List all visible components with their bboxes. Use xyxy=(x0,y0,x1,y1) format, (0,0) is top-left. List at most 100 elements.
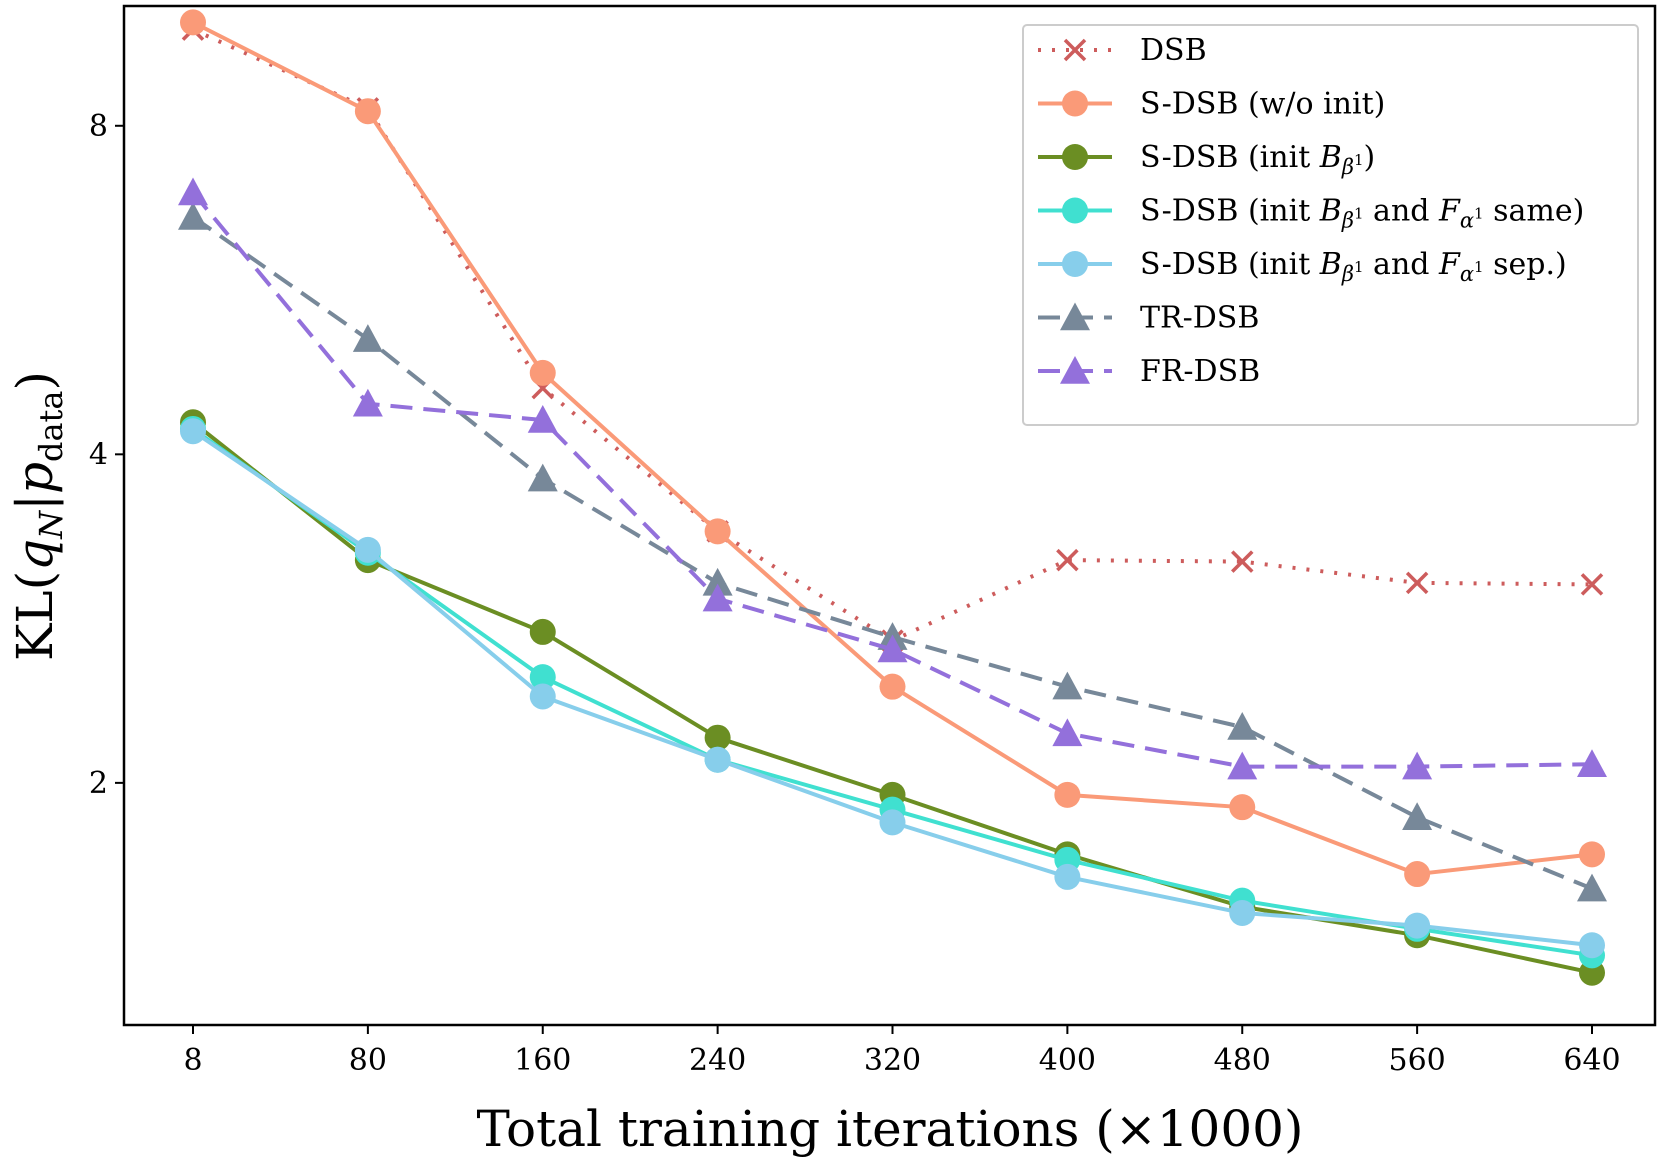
legend-label-4: S-DSB (init Bβ1 and Fα1 sep.) xyxy=(1140,247,1567,286)
y-axis-title-close: ) xyxy=(6,371,64,391)
x-tick-label-320: 320 xyxy=(864,1043,921,1078)
x-tick-label-240: 240 xyxy=(689,1043,746,1078)
legend-label-2-suffix: ) xyxy=(1364,140,1376,175)
series-6-point-4 xyxy=(877,634,908,663)
legend-label-4-suffix: sep.) xyxy=(1484,247,1567,282)
series-1-point-1 xyxy=(354,98,381,125)
series-layer xyxy=(178,9,1607,986)
legend-label-3-text: S-DSB (init xyxy=(1140,194,1320,229)
legend-entry-4: S-DSB (init Bβ1 and Fα1 sep.) xyxy=(1038,247,1567,286)
series-0-point-8 xyxy=(1580,573,1604,596)
legend-label-3-alpha-sup: 1 xyxy=(1474,205,1484,223)
series-6-point-7 xyxy=(1402,751,1433,780)
legend-label-4-alpha: α xyxy=(1460,262,1474,286)
legend-label-4-beta: β xyxy=(1341,262,1354,286)
series-5-point-0 xyxy=(178,201,208,230)
x-tick-label-480: 480 xyxy=(1214,1043,1271,1078)
legend-label-5: TR-DSB xyxy=(1140,301,1259,336)
y-axis-title-q: q xyxy=(6,539,64,571)
legend-label-0: DSB xyxy=(1140,33,1207,68)
series-4-point-0 xyxy=(180,418,206,445)
legend-label-3-beta: β xyxy=(1341,209,1354,233)
series-5-point-8 xyxy=(1577,873,1607,902)
series-1-point-4 xyxy=(879,673,906,700)
series-4-point-1 xyxy=(354,536,381,563)
series-1-point-3 xyxy=(704,518,731,545)
x-axis: 8 80 160 240 320 400 480 560 640 xyxy=(183,1025,1621,1078)
legend-label-3-alpha: α xyxy=(1460,209,1474,233)
series-1-point-5 xyxy=(1054,781,1081,808)
legend-marker-1 xyxy=(1062,90,1088,117)
series-1-point-8 xyxy=(1579,841,1605,868)
series-5-point-6 xyxy=(1227,712,1258,740)
legend-label-5-text: TR-DSB xyxy=(1140,301,1259,336)
legend-label-3-beta-sup: 1 xyxy=(1354,205,1364,223)
legend-label-3-B: B xyxy=(1319,194,1342,229)
series-6-point-1 xyxy=(352,388,383,417)
x-tick-label-160: 160 xyxy=(514,1043,571,1078)
series-5-point-5 xyxy=(1052,671,1083,700)
series-1-point-7 xyxy=(1404,861,1431,888)
legend-marker-0 xyxy=(1063,38,1087,62)
y-axis-title-kl: KL( xyxy=(6,571,64,661)
legend-entry-2: S-DSB (init Bβ1) xyxy=(1038,140,1375,179)
legend-label-2-B: B xyxy=(1319,140,1342,175)
series-0-point-7 xyxy=(1405,571,1429,595)
series-5-point-2 xyxy=(527,463,558,492)
series-6-point-5 xyxy=(1052,718,1083,747)
legend-label-4-mid: and xyxy=(1364,247,1439,282)
legend-label-3-suffix: same) xyxy=(1484,194,1585,229)
series-0-point-5 xyxy=(1056,548,1079,572)
legend-marker-3 xyxy=(1062,197,1088,224)
legend-entry-1: S-DSB (w/o init) xyxy=(1038,87,1385,122)
legend-label-6-text: FR-DSB xyxy=(1140,354,1260,389)
legend-entry-6: FR-DSB xyxy=(1038,354,1260,389)
series-0-point-6 xyxy=(1231,550,1254,573)
legend-marker-4 xyxy=(1062,251,1088,277)
plot-frame xyxy=(122,4,1657,1027)
x-tick-label-400: 400 xyxy=(1039,1043,1096,1078)
series-4-point-5 xyxy=(1054,863,1081,890)
legend-label-3: S-DSB (init Bβ1 and Fα1 same) xyxy=(1140,194,1584,233)
series-1 xyxy=(180,9,1605,888)
series-6-point-3 xyxy=(702,583,733,612)
series-1-point-2 xyxy=(529,359,556,386)
series-6 xyxy=(178,177,1607,780)
x-axis-title: Total training iterations (×1000) xyxy=(477,1100,1304,1158)
legend-box xyxy=(1022,24,1639,426)
y-tick-label-4: 4 xyxy=(89,437,108,472)
legend-label-4-alpha-sup: 1 xyxy=(1474,258,1484,276)
legend-marker-5 xyxy=(1060,302,1090,331)
series-0-point-7-stroke-b xyxy=(1405,571,1429,595)
y-axis-title-q-sub: N xyxy=(32,510,70,540)
x-tick-label-560: 560 xyxy=(1388,1043,1445,1078)
series-5-point-3 xyxy=(702,567,733,596)
x-tick-label-80: 80 xyxy=(349,1043,387,1078)
legend-label-1-text: S-DSB (w/o init) xyxy=(1140,87,1385,122)
y-axis-title-p: p xyxy=(6,462,64,494)
x-tick-label-8: 8 xyxy=(183,1043,202,1078)
x-tick-label-640: 640 xyxy=(1563,1043,1620,1078)
legend-entry-0: DSB xyxy=(1038,33,1207,68)
legend-label-2-beta: β xyxy=(1341,155,1354,179)
y-tick-label-8: 8 xyxy=(89,109,108,144)
series-6-point-0 xyxy=(178,177,208,206)
legend-label-2: S-DSB (init Bβ1) xyxy=(1140,140,1375,179)
legend-label-3-mid: and xyxy=(1364,194,1439,229)
series-0-point-8-stroke-b xyxy=(1580,573,1604,596)
y-axis-title: KL(qN|pdata) xyxy=(6,371,70,661)
legend-label-4-text: S-DSB (init xyxy=(1140,247,1320,282)
series-5-point-7 xyxy=(1402,802,1433,831)
series-4 xyxy=(180,418,1605,959)
series-5 xyxy=(178,201,1607,902)
legend-marker-6 xyxy=(1060,356,1090,384)
series-0-point-6-stroke-b xyxy=(1231,550,1254,573)
legend-entry-3: S-DSB (init Bβ1 and Fα1 same) xyxy=(1038,194,1584,233)
legend-label-4-beta-sup: 1 xyxy=(1354,258,1364,276)
series-4-point-4 xyxy=(879,809,906,836)
legend-marker-2 xyxy=(1062,144,1088,170)
legend-label-2-beta-sup: 1 xyxy=(1354,151,1364,169)
